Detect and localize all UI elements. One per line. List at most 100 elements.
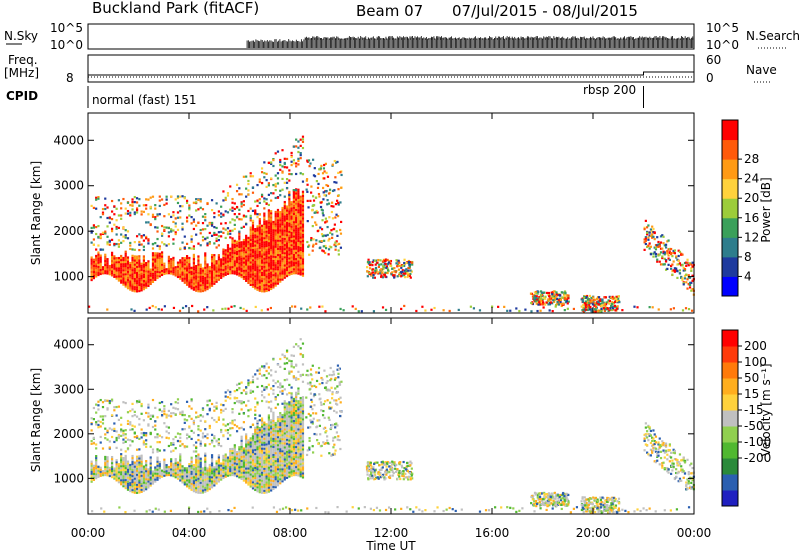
- data-cell: [154, 273, 156, 275]
- data-cell: [270, 276, 272, 278]
- data-cell: [138, 491, 140, 493]
- data-cell: [181, 412, 183, 414]
- data-cell: [300, 273, 302, 275]
- data-cell: [197, 482, 199, 484]
- data-cell: [145, 474, 147, 476]
- data-cell: [605, 296, 607, 298]
- data-cell: [127, 481, 129, 483]
- data-cell: [118, 275, 120, 277]
- nsearch-tick-high: 10^5: [706, 21, 739, 35]
- data-cell: [204, 459, 206, 461]
- data-cell: [166, 470, 168, 472]
- data-cell: [220, 260, 222, 262]
- data-cell: [200, 270, 202, 272]
- data-cell: [134, 466, 136, 468]
- data-cell: [197, 284, 199, 286]
- data-cell: [200, 490, 202, 492]
- data-cell: [111, 210, 113, 212]
- data-cell: [154, 279, 156, 281]
- data-cell: [245, 272, 247, 274]
- data-cell: [297, 163, 299, 165]
- data-cell: [254, 251, 256, 253]
- data-cell: [175, 401, 177, 403]
- data-cell: [286, 182, 288, 184]
- data-cell: [188, 436, 190, 438]
- data-cell: [254, 255, 256, 257]
- data-cell: [284, 221, 286, 223]
- data-cell: [295, 266, 297, 268]
- data-cell: [181, 469, 183, 471]
- data-cell: [91, 258, 93, 260]
- data-cell: [159, 263, 161, 265]
- data-cell: [209, 472, 211, 474]
- data-cell: [234, 246, 236, 248]
- data-cell: [218, 460, 220, 462]
- data-cell: [127, 261, 129, 263]
- data-cell: [191, 481, 193, 483]
- data-cell: [206, 203, 208, 205]
- data-cell: [100, 254, 102, 256]
- data-cell: [236, 206, 238, 208]
- data-cell: [284, 238, 286, 240]
- data-cell: [104, 272, 106, 274]
- data-cell: [191, 485, 193, 487]
- data-cell: [154, 420, 156, 422]
- data-cell: [129, 286, 131, 288]
- data-cell: [222, 459, 224, 461]
- data-cell: [279, 280, 281, 282]
- data-cell: [243, 215, 245, 217]
- data-cell: [250, 233, 252, 235]
- data-cell: [321, 233, 323, 235]
- data-cell: [263, 176, 265, 178]
- data-cell: [220, 262, 222, 264]
- data-cell: [181, 280, 183, 282]
- data-cell: [191, 275, 193, 277]
- data-cell: [177, 274, 179, 276]
- data-cell: [111, 256, 113, 258]
- data-cell: [125, 467, 127, 469]
- data-cell: [200, 264, 202, 266]
- data-cell: [259, 263, 261, 265]
- data-cell: [297, 215, 299, 217]
- data-cell: [238, 264, 240, 266]
- data-cell: [158, 308, 160, 310]
- data-cell: [168, 415, 170, 417]
- data-cell: [141, 243, 143, 245]
- data-cell: [546, 292, 548, 294]
- data-cell: [156, 261, 158, 263]
- data-cell: [145, 470, 147, 472]
- data-cell: [136, 449, 138, 451]
- data-cell: [202, 269, 204, 271]
- data-cell: [202, 409, 204, 411]
- data-cell: [186, 282, 188, 284]
- data-cell: [339, 308, 341, 310]
- data-cell: [616, 308, 618, 310]
- data-cell: [206, 265, 208, 267]
- data-cell: [163, 473, 165, 475]
- data-cell: [266, 259, 268, 261]
- data-cell: [181, 278, 183, 280]
- data-cell: [277, 283, 279, 285]
- data-cell: [229, 397, 231, 399]
- data-cell: [211, 224, 213, 226]
- data-cell: [238, 218, 240, 220]
- data-cell: [272, 192, 274, 194]
- data-cell: [295, 229, 297, 231]
- data-cell: [225, 253, 227, 255]
- data-cell: [256, 283, 258, 285]
- data-cell: [295, 260, 297, 262]
- data-cell: [213, 232, 215, 234]
- data-cell: [275, 280, 277, 282]
- data-cell: [193, 228, 195, 230]
- data-cell: [129, 476, 131, 478]
- data-cell: [272, 247, 274, 249]
- data-cell: [138, 473, 140, 475]
- data-cell: [177, 472, 179, 474]
- data-cell: [145, 198, 147, 200]
- data-cell: [256, 213, 258, 215]
- data-cell: [118, 471, 120, 473]
- data-cell: [231, 254, 233, 256]
- data-cell: [197, 222, 199, 224]
- data-cell: [281, 246, 283, 248]
- data-cell: [136, 197, 138, 199]
